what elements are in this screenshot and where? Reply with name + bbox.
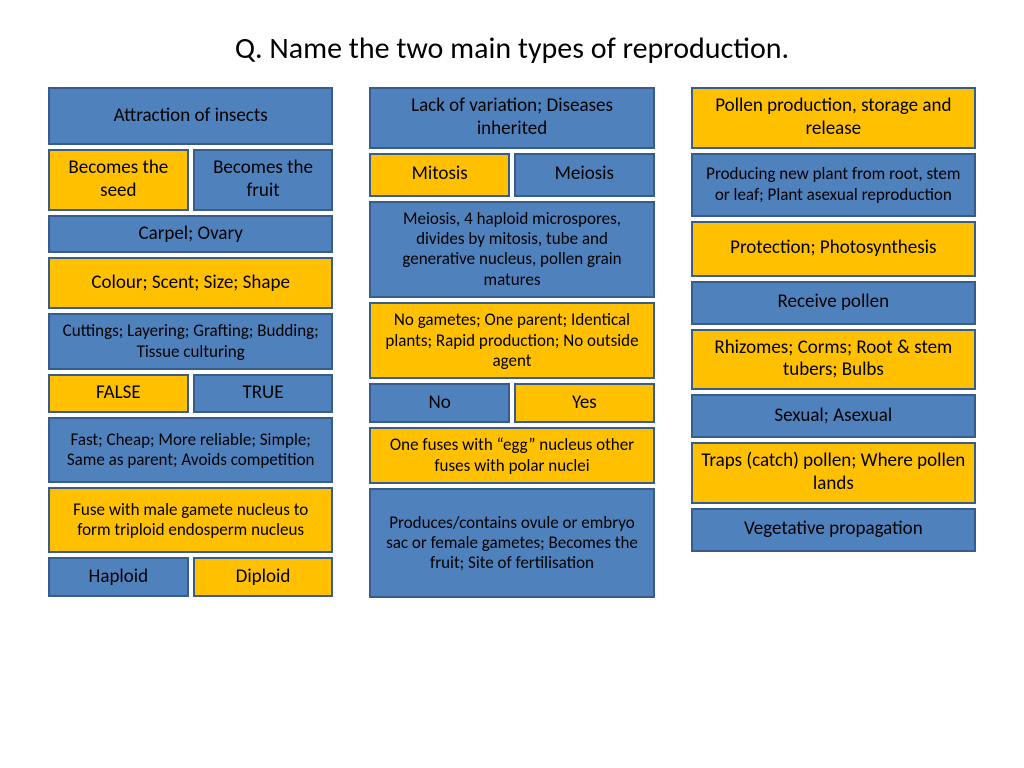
answer-box: No gametes; One parent; Identical plants… [369, 302, 654, 379]
answer-box: Sexual; Asexual [691, 394, 976, 438]
answer-box: TRUE [193, 374, 334, 413]
answer-box: Meiosis [514, 153, 655, 197]
column-3: Pollen production, storage and releasePr… [691, 87, 976, 598]
page-title: Q. Name the two main types of reproducti… [0, 0, 1024, 87]
answer-box: FALSE [48, 374, 189, 413]
answer-box: Becomes the seed [48, 149, 189, 211]
answer-box: Haploid [48, 557, 189, 597]
answer-box: Receive pollen [691, 281, 976, 325]
answer-box: Diploid [193, 557, 334, 597]
answer-box: Yes [514, 383, 655, 423]
answer-box: Cuttings; Layering; Grafting; Budding; T… [48, 313, 333, 370]
answer-box: Rhizomes; Corms; Root & stem tubers; Bul… [691, 329, 976, 391]
answer-box: Produces/contains ovule or embryo sac or… [369, 488, 654, 598]
answer-box: Lack of variation; Diseases inherited [369, 87, 654, 149]
answer-box: Fast; Cheap; More reliable; Simple; Same… [48, 417, 333, 483]
answer-pair: Becomes the seedBecomes the fruit [48, 149, 333, 211]
columns-container: Attraction of insectsBecomes the seedBec… [0, 87, 1024, 598]
answer-box: Meiosis, 4 haploid microspores, divides … [369, 201, 654, 299]
answer-box: Mitosis [369, 153, 510, 197]
answer-box: Fuse with male gamete nucleus to form tr… [48, 487, 333, 553]
answer-pair: FALSETRUE [48, 374, 333, 413]
answer-pair: MitosisMeiosis [369, 153, 654, 197]
column-2: Lack of variation; Diseases inheritedMit… [369, 87, 654, 598]
answer-box: Pollen production, storage and release [691, 87, 976, 149]
answer-box: No [369, 383, 510, 423]
answer-box: Carpel; Ovary [48, 215, 333, 254]
answer-box: Producing new plant from root, stem or l… [691, 153, 976, 217]
answer-box: Colour; Scent; Size; Shape [48, 257, 333, 309]
answer-pair: NoYes [369, 383, 654, 423]
answer-box: Attraction of insects [48, 87, 333, 145]
answer-box: One fuses with “egg” nucleus other fuses… [369, 427, 654, 484]
answer-box: Protection; Photosynthesis [691, 221, 976, 277]
answer-pair: HaploidDiploid [48, 557, 333, 597]
answer-box: Vegetative propagation [691, 508, 976, 552]
column-1: Attraction of insectsBecomes the seedBec… [48, 87, 333, 598]
answer-box: Traps (catch) pollen; Where pollen lands [691, 442, 976, 504]
answer-box: Becomes the fruit [193, 149, 334, 211]
